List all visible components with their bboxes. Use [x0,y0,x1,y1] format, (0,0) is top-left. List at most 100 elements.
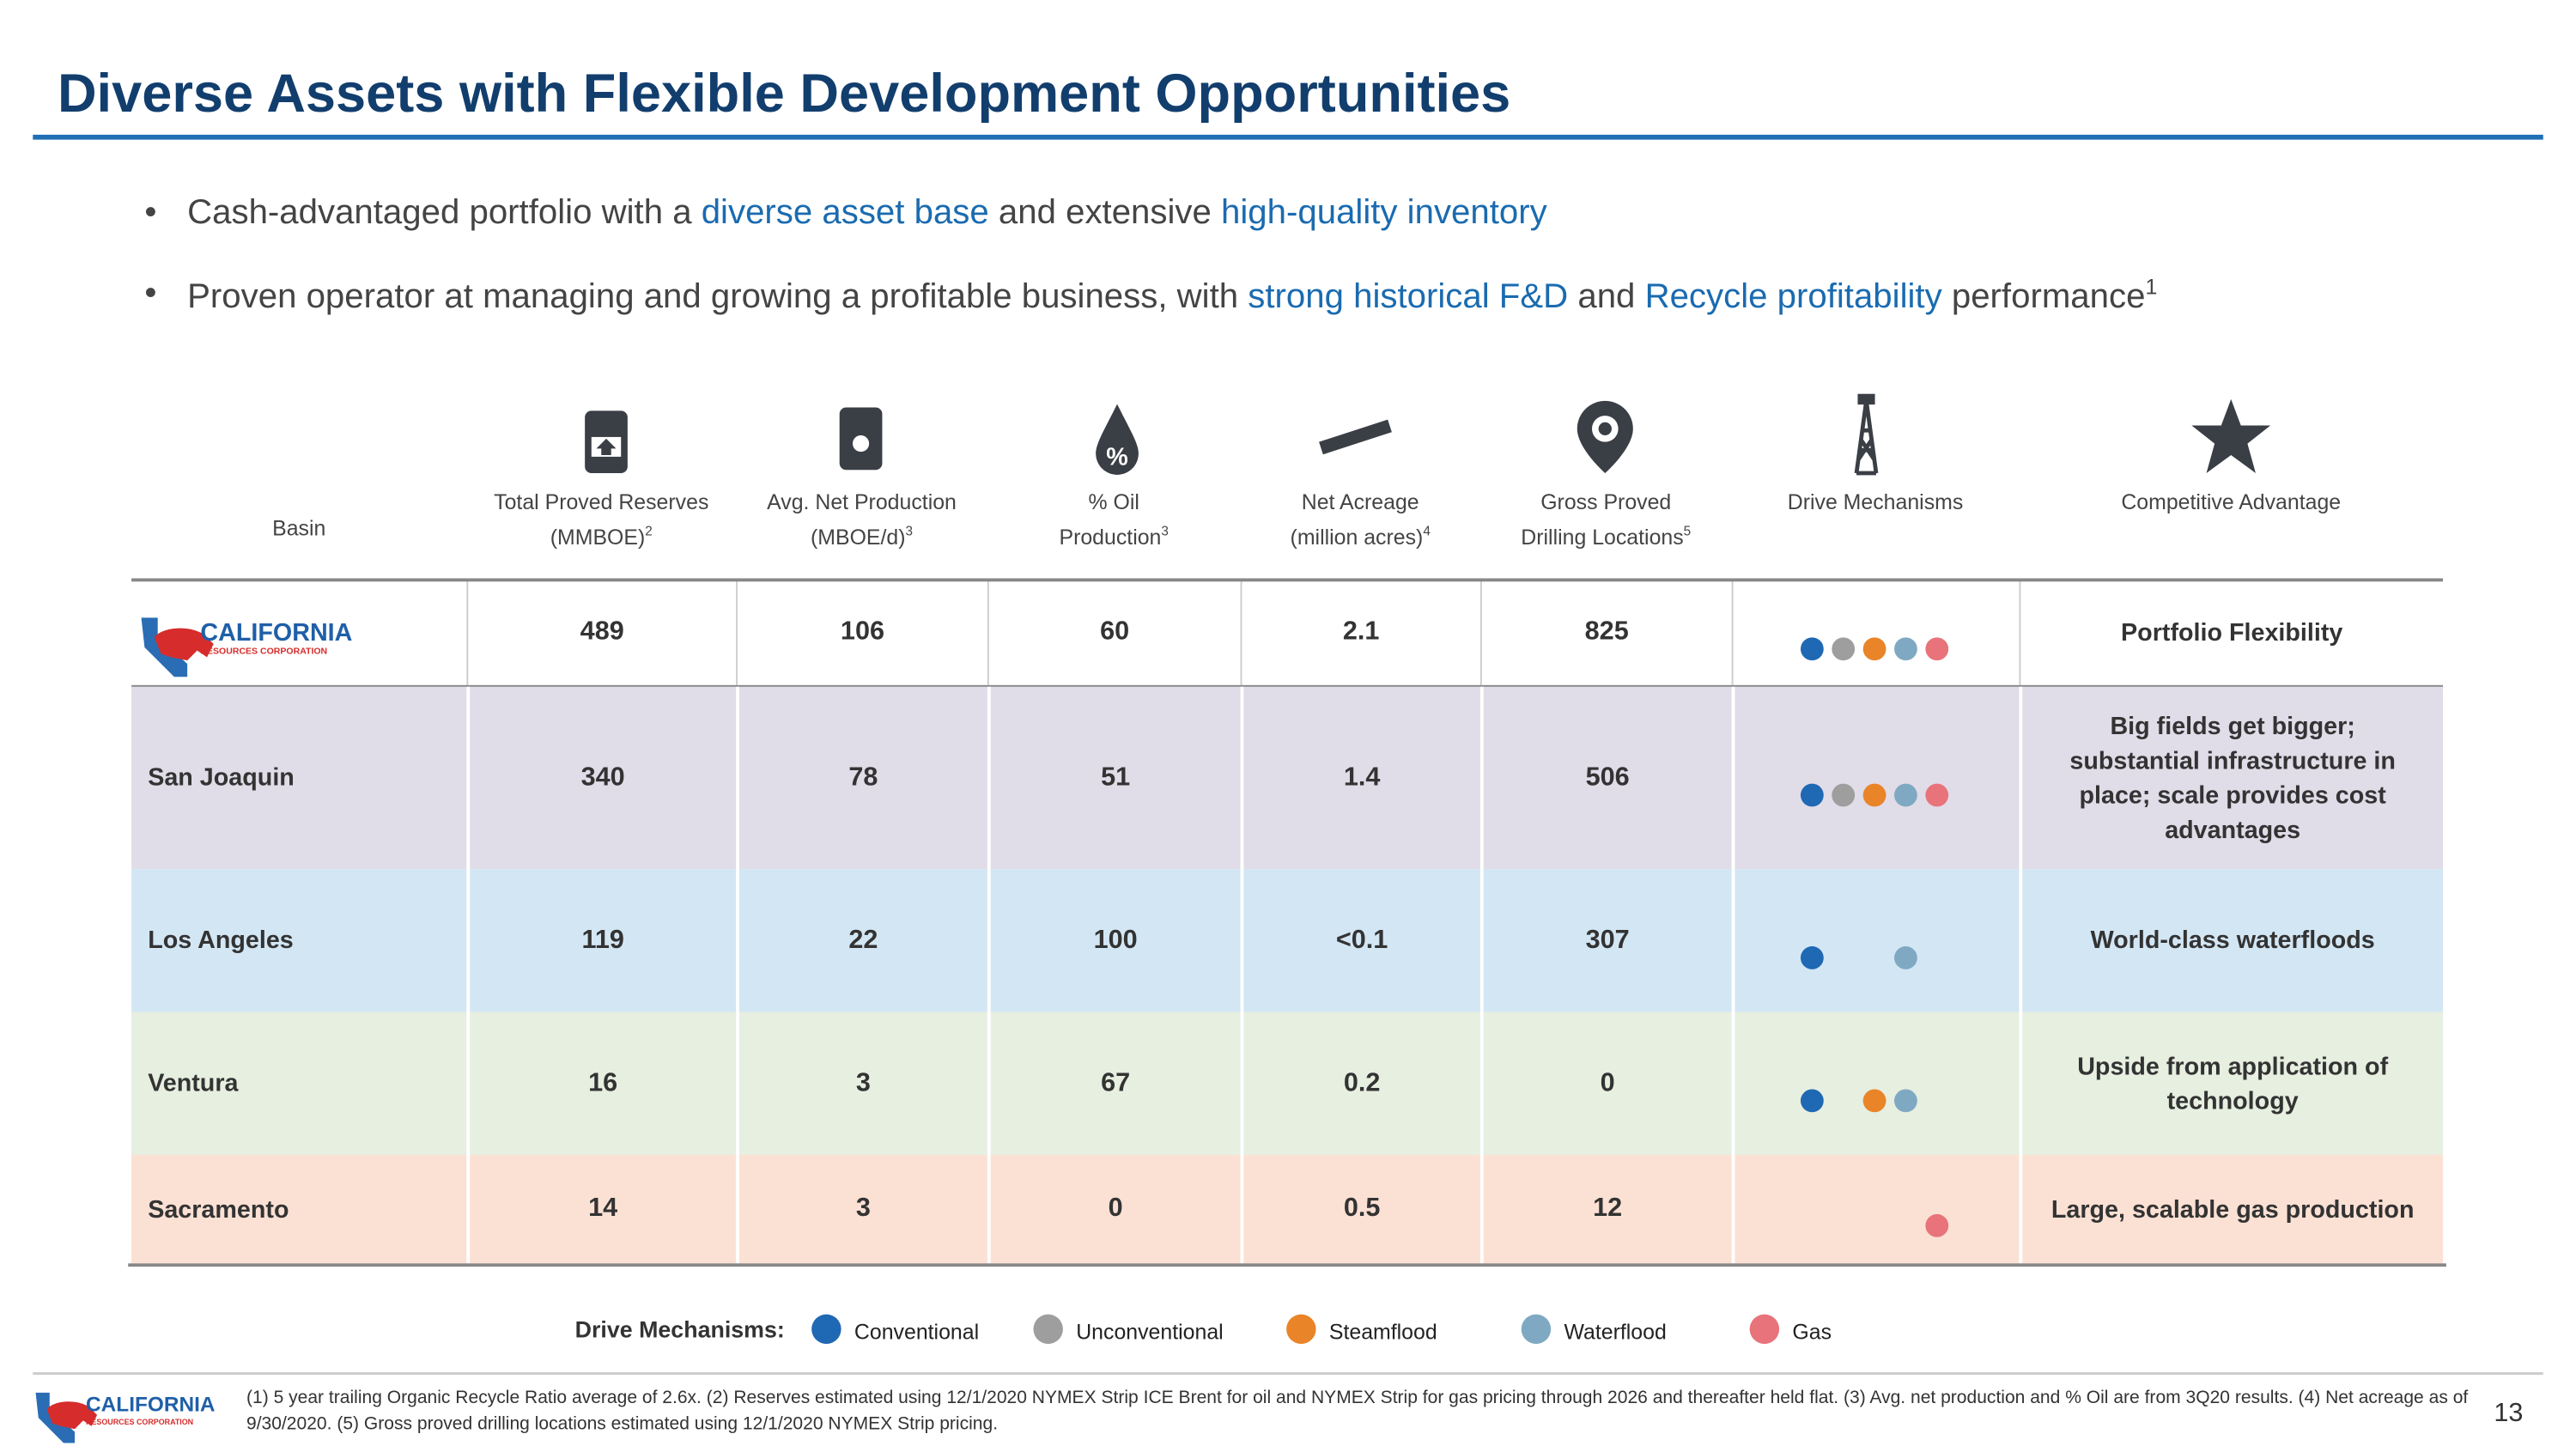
column-header: % Oil Production3 [987,488,1241,552]
icon-pin [1577,400,1633,474]
drive-dot [1894,1088,1917,1112]
legend-dot [1749,1314,1780,1345]
icon-ruler [1319,419,1392,455]
highlight-text: strong historical F&D [1248,277,1569,316]
legend-dot [1521,1314,1552,1345]
header-text: (MBOE/d) [810,524,906,550]
table-cell: 0.2 [1240,1012,1480,1156]
table-cell: 16 [466,1012,737,1156]
table-cell: 100 [987,869,1241,1012]
footnote-ref: 4 [1423,524,1431,539]
footnote-ref: 3 [1161,524,1169,539]
drive-dot [1925,637,1949,661]
drive-dot [1862,782,1886,806]
header-line: Total Proved Reserves [466,488,736,517]
header-text: Production [1059,524,1162,550]
column-header: Gross Proved Drilling Locations5 [1480,488,1732,552]
header-text: (million acres) [1290,524,1424,550]
icon-barrel-2 [839,407,883,471]
header-text: Total Proved Reserves [494,489,709,514]
header-text: Competitive Advantage [2121,489,2342,514]
table-cell: San Joaquin [131,686,467,870]
header-line: Net Acreage [1241,488,1480,517]
table-cell: 12 [1479,1155,1732,1264]
bullet: Proven operator at managing and growing … [187,275,2157,318]
header-text: Net Acreage [1301,489,1419,514]
table-cell: 3 [736,1012,987,1156]
footnotes: (1) 5 year trailing Organic Recycle Rati… [246,1388,2469,1435]
table-cell: 51 [987,686,1241,870]
legend-label: Gas [1792,1319,1832,1345]
drive-dot [1894,637,1917,661]
highlight-text: high-quality inventory [1221,193,1547,232]
table-cell: 60 [987,578,1241,687]
column-header: Drive Mechanisms [1732,488,2020,517]
table-cell: 3 [736,1155,987,1264]
title: Diverse Assets with Flexible Development… [57,62,1511,124]
logo-name: CALIFORNIA [200,619,353,647]
column-header: Net Acreage (million acres)4 [1241,488,1480,552]
page-number: 13 [2494,1400,2524,1428]
header-text: Drive Mechanisms [1787,489,1964,514]
header-line: Drilling Locations5 [1480,518,1732,553]
table-cell: 119 [466,869,737,1012]
legend-title: Drive Mechanisms: [574,1315,785,1343]
table-cell: Large, scalable gas production [2019,1155,2444,1264]
table-cell: 1.4 [1240,686,1480,870]
header-line: Gross Proved [1480,488,1732,517]
bullet-marker: • [144,193,157,232]
table-cell [1731,686,2020,870]
legend-dot [1286,1314,1316,1345]
drive-dot [1862,1088,1886,1112]
header-line: (MMBOE)2 [466,518,736,553]
logo-sub: RESOURCES CORPORATION [200,647,328,658]
table-cell [1731,1012,2020,1156]
header-line: (MBOE/d)3 [736,518,987,553]
table-cell: 340 [466,686,737,870]
header-text: Gross Proved [1540,489,1672,514]
logo-sub: RESOURCES CORPORATION [86,1417,194,1426]
title-rule [33,134,2543,140]
logo-mark [141,617,214,677]
icon-derrick [1854,393,1879,476]
row-rule [131,684,2444,688]
drive-dot [1800,945,1824,969]
header-line: (million acres)4 [1241,518,1480,553]
drive-dot [1800,782,1824,806]
table-cell [1731,869,2020,1012]
drive-dot [1800,637,1824,661]
column-header: Avg. Net Production (MBOE/d)3 [736,488,987,552]
table-cell: 0 [1479,1012,1732,1156]
column-header: Basin [131,514,466,544]
drive-dot [1925,782,1949,806]
table-cell: Sacramento [131,1155,467,1264]
table-cell: 307 [1479,869,1732,1012]
logo-name: CALIFORNIA [86,1392,216,1418]
footnote-ref: 2 [645,524,653,539]
table-cell: 0.5 [1240,1155,1480,1264]
icon-star [2191,398,2271,474]
header-text: Avg. Net Production [767,489,957,514]
highlight-text: Recycle profitability [1644,277,1942,316]
bullet-text: and [1568,277,1645,316]
svg-text:%: % [1106,443,1128,471]
table-bottom-rule [128,1263,2446,1267]
table-cell: 78 [736,686,987,870]
table-cell: Los Angeles [131,869,467,1012]
legend-label: Conventional [854,1319,980,1345]
table-cell: 14 [466,1155,737,1264]
bullet: Cash-advantaged portfolio with a diverse… [187,194,1547,234]
bullet-text: 1 [2145,274,2158,300]
row-rule [131,578,2444,582]
table-cell: 825 [1479,578,1732,687]
header-line: Production3 [987,518,1241,553]
header-line: Drive Mechanisms [1732,488,2020,517]
table-cell: Portfolio Flexibility [2019,578,2444,687]
bullet-text: performance [1941,277,2146,316]
table-cell: Ventura [131,1012,467,1156]
column-header: Total Proved Reserves (MMBOE)2 [466,488,736,552]
column-header: Competitive Advantage [2019,488,2443,517]
drive-dot [1832,637,1856,661]
